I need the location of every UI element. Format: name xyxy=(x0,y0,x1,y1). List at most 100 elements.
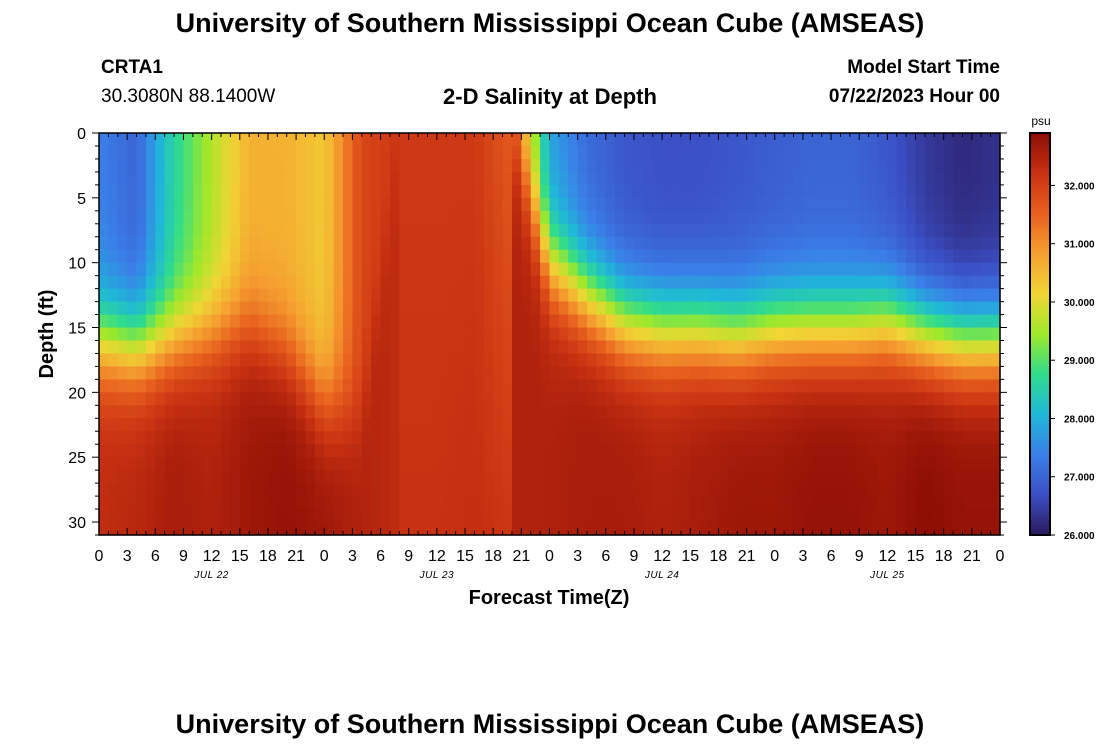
colorbar-tick-label: 26.000 xyxy=(1064,531,1095,542)
heatmap-cell xyxy=(971,133,982,147)
heatmap-cell xyxy=(774,145,785,160)
heatmap-cell xyxy=(314,145,325,160)
heatmap-cell xyxy=(530,184,541,199)
heatmap-cell xyxy=(380,314,391,329)
heatmap-cell xyxy=(605,418,616,432)
heatmap-cell xyxy=(821,171,832,186)
heatmap-cell xyxy=(652,223,663,238)
heatmap-cell xyxy=(859,379,870,393)
heatmap-cell xyxy=(502,288,513,303)
heatmap-cell xyxy=(765,262,776,277)
heatmap-cell xyxy=(427,249,438,264)
x-tick-label: 12 xyxy=(878,548,896,565)
heatmap-cell xyxy=(521,353,532,368)
heatmap-cell xyxy=(343,301,354,316)
heatmap-cell xyxy=(568,496,579,510)
heatmap-cell xyxy=(652,340,663,355)
heatmap-cell xyxy=(117,275,128,290)
heatmap-cell xyxy=(849,262,860,277)
heatmap-cell xyxy=(324,262,335,277)
heatmap-cell xyxy=(530,262,541,277)
heatmap-cell xyxy=(633,236,644,251)
heatmap-cell xyxy=(718,223,729,238)
heatmap-cell xyxy=(624,210,635,225)
heatmap-cell xyxy=(145,262,156,277)
heatmap-cell xyxy=(615,379,626,393)
heatmap-cell xyxy=(896,496,907,510)
heatmap-cell xyxy=(511,133,522,147)
heatmap-cell xyxy=(361,340,372,355)
heatmap-cell xyxy=(521,522,532,536)
heatmap-cell xyxy=(408,184,419,199)
heatmap-cell xyxy=(643,366,654,380)
heatmap-cell xyxy=(624,470,635,484)
heatmap-cell xyxy=(371,392,382,406)
heatmap-cell xyxy=(286,275,297,290)
heatmap-cell xyxy=(577,210,588,225)
heatmap-cell xyxy=(821,496,832,510)
heatmap-cell xyxy=(483,171,494,186)
heatmap-cell xyxy=(418,392,429,406)
heatmap-cell xyxy=(558,457,569,471)
heatmap-cell xyxy=(277,288,288,303)
heatmap-cell xyxy=(812,522,823,536)
heatmap-cell xyxy=(737,470,748,484)
heatmap-cell xyxy=(924,171,935,186)
heatmap-cell xyxy=(868,288,879,303)
heatmap-cell xyxy=(352,405,363,419)
heatmap-cell xyxy=(615,314,626,329)
heatmap-cell xyxy=(286,379,297,393)
heatmap-cell xyxy=(596,353,607,368)
heatmap-cell xyxy=(755,249,766,264)
heatmap-cell xyxy=(483,275,494,290)
heatmap-cell xyxy=(183,522,194,536)
heatmap-cell xyxy=(286,366,297,380)
heatmap-cell xyxy=(784,418,795,432)
heatmap-cell xyxy=(239,145,250,160)
heatmap-cell xyxy=(774,210,785,225)
heatmap-cell xyxy=(371,366,382,380)
heatmap-cell xyxy=(230,262,241,277)
heatmap-cell xyxy=(192,327,203,342)
heatmap-cell xyxy=(164,392,175,406)
heatmap-cell xyxy=(699,496,710,510)
heatmap-cell xyxy=(662,184,673,199)
heatmap-cell xyxy=(136,444,147,458)
heatmap-cell xyxy=(296,340,307,355)
heatmap-cell xyxy=(737,431,748,445)
heatmap-cell xyxy=(530,133,541,147)
heatmap-cell xyxy=(709,327,720,342)
heatmap-cell xyxy=(483,418,494,432)
heatmap-cell xyxy=(981,301,992,316)
heatmap-cell xyxy=(971,158,982,173)
heatmap-cell xyxy=(192,197,203,212)
heatmap-cell xyxy=(408,483,419,497)
heatmap-cell xyxy=(164,145,175,160)
heatmap-cell xyxy=(361,184,372,199)
heatmap-cell xyxy=(418,431,429,445)
heatmap-cell xyxy=(699,133,710,147)
heatmap-cell xyxy=(755,223,766,238)
heatmap-cell xyxy=(896,418,907,432)
heatmap-cell xyxy=(840,470,851,484)
heatmap-cell xyxy=(558,366,569,380)
heatmap-cell xyxy=(915,301,926,316)
heatmap-cell xyxy=(943,379,954,393)
heatmap-cell xyxy=(202,133,213,147)
heatmap-cell xyxy=(671,457,682,471)
colorbar-tick-label: 30.000 xyxy=(1064,298,1095,309)
heatmap-cell xyxy=(389,379,400,393)
heatmap-cell xyxy=(934,431,945,445)
heatmap-cell xyxy=(746,145,757,160)
heatmap-cell xyxy=(840,262,851,277)
heatmap-cell xyxy=(718,509,729,523)
heatmap-cell xyxy=(587,353,598,368)
heatmap-cell xyxy=(990,158,1001,173)
heatmap-cell xyxy=(587,288,598,303)
heatmap-cell xyxy=(183,223,194,238)
heatmap-cell xyxy=(136,418,147,432)
heatmap-cell xyxy=(868,431,879,445)
heatmap-cell xyxy=(746,353,757,368)
heatmap-cell xyxy=(915,210,926,225)
heatmap-cell xyxy=(784,223,795,238)
